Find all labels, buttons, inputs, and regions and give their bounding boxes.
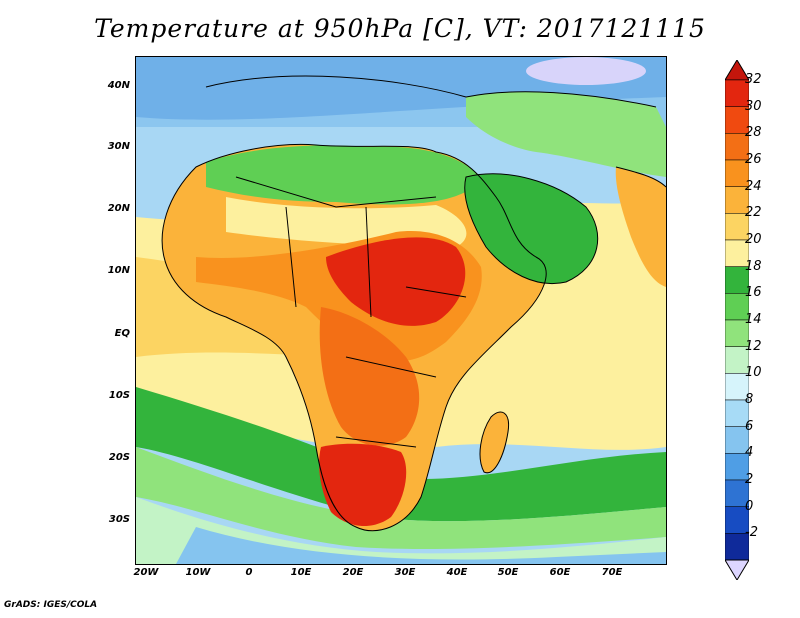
lat-label-30s: 30S	[108, 514, 130, 525]
colorbar-segment	[725, 479, 749, 507]
colorbar-label: 28	[745, 125, 762, 141]
colorbar-label: 32	[745, 72, 762, 87]
colorbar-segment	[725, 213, 749, 241]
colorbar-label: 24	[745, 178, 762, 194]
lon-label-10w: 10W	[185, 567, 211, 578]
colorbar-segment	[725, 79, 749, 107]
colorbar-label: 22	[745, 205, 762, 221]
lat-label-10s: 10S	[108, 390, 130, 401]
lon-label-0: 0	[245, 567, 253, 578]
colorbar-segment	[725, 106, 749, 134]
lon-label-10e: 10E	[290, 567, 312, 578]
lon-label-20w: 20W	[133, 567, 159, 578]
temperature-map	[135, 56, 667, 565]
colorbar-label: 14	[745, 312, 762, 327]
colorbar-segment	[725, 533, 749, 561]
colorbar-segment	[725, 426, 749, 454]
colorbar-label: 4	[745, 445, 754, 461]
colorbar-segment	[725, 346, 749, 374]
lon-label-50e: 50E	[497, 567, 519, 578]
colorbar-label: 30	[745, 98, 762, 114]
lat-label-eq: EQ	[114, 328, 130, 339]
colorbar-segment	[725, 373, 749, 401]
lat-label-40n: 40N	[107, 80, 130, 91]
colorbar-label: 0	[745, 498, 754, 514]
lat-label-20n: 20N	[107, 203, 130, 214]
colorbar-label: 8	[745, 392, 754, 407]
colorbar	[725, 60, 749, 580]
colorbar-under-triangle	[725, 559, 749, 580]
colorbar-label: 20	[745, 232, 762, 247]
colorbar-label: 6	[745, 418, 754, 434]
lat-label-30n: 30N	[107, 141, 130, 152]
credit-text: GrADS: IGES/COLA	[4, 600, 98, 610]
colorbar-label: 26	[745, 152, 762, 167]
colorbar-segment	[725, 133, 749, 161]
lat-label-20s: 20S	[108, 452, 130, 463]
colorbar-label: 18	[745, 258, 762, 274]
lon-label-40e: 40E	[446, 567, 468, 578]
colorbar-label: 2	[745, 472, 754, 487]
colorbar-label: -2	[745, 525, 758, 541]
lon-label-70e: 70E	[601, 567, 623, 578]
lon-label-30e: 30E	[394, 567, 416, 578]
lon-label-60e: 60E	[549, 567, 571, 578]
lon-label-20e: 20E	[342, 567, 364, 578]
colorbar-label: 12	[745, 338, 762, 354]
colorbar-segment	[725, 159, 749, 187]
colorbar-label: 16	[745, 285, 762, 301]
map-title: Temperature at 950hPa [C], VT: 201712111…	[94, 14, 706, 43]
lat-label-10n: 10N	[107, 265, 130, 276]
colorbar-segment	[725, 453, 749, 481]
colorbar-label: 10	[745, 365, 762, 381]
